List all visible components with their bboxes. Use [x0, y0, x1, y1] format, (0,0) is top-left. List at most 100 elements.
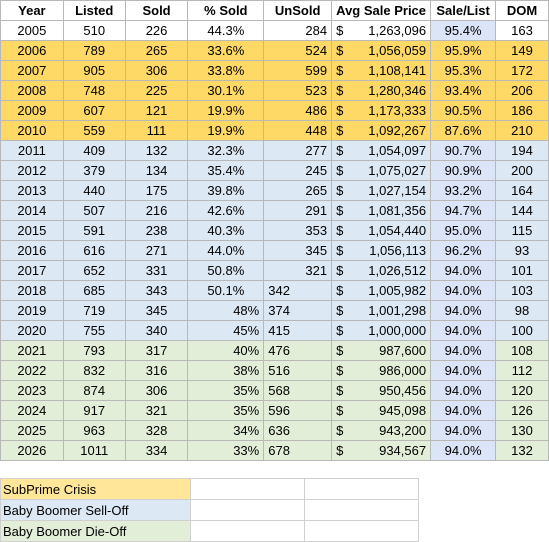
cell-dom[interactable]: 130 [495, 420, 549, 441]
cell-listed[interactable]: 685 [62, 280, 126, 301]
empty-cell[interactable] [190, 520, 305, 542]
header-year[interactable]: Year [0, 0, 64, 21]
cell-year[interactable]: 2015 [0, 220, 64, 241]
cell-dom[interactable]: 120 [495, 380, 549, 401]
cell-year[interactable]: 2005 [0, 20, 64, 41]
cell-year[interactable]: 2011 [0, 140, 64, 161]
cell-year[interactable]: 2012 [0, 160, 64, 181]
legend-label[interactable]: Baby Boomer Sell-Off [0, 499, 191, 521]
empty-cell[interactable] [304, 478, 419, 500]
cell-sold[interactable]: 132 [124, 140, 189, 161]
cell-pct-sold[interactable]: 33.6% [187, 40, 265, 61]
cell-sale-list[interactable]: 94.0% [430, 260, 497, 281]
cell-pct-sold[interactable]: 45% [187, 320, 265, 341]
cell-dom[interactable]: 200 [495, 160, 549, 181]
cell-unsold[interactable]: 265 [263, 180, 333, 201]
cell-avg-sale-price[interactable]: $945,098 [331, 400, 432, 421]
cell-year[interactable]: 2017 [0, 260, 64, 281]
header-pct-sold[interactable]: % Sold [187, 0, 265, 21]
cell-unsold[interactable]: 476 [263, 340, 333, 361]
cell-listed[interactable]: 789 [62, 40, 126, 61]
legend-label[interactable]: Baby Boomer Die-Off [0, 520, 191, 542]
cell-pct-sold[interactable]: 42.6% [187, 200, 265, 221]
cell-sale-list[interactable]: 93.4% [430, 80, 497, 101]
cell-unsold[interactable]: 353 [263, 220, 333, 241]
cell-year[interactable]: 2008 [0, 80, 64, 101]
cell-dom[interactable]: 108 [495, 340, 549, 361]
cell-dom[interactable]: 100 [495, 320, 549, 341]
cell-sale-list[interactable]: 90.7% [430, 140, 497, 161]
header-listed[interactable]: Listed [62, 0, 126, 21]
cell-sold[interactable]: 317 [124, 340, 189, 361]
cell-sold[interactable]: 121 [124, 100, 189, 121]
cell-unsold[interactable]: 415 [263, 320, 333, 341]
cell-avg-sale-price[interactable]: $1,001,298 [331, 300, 432, 321]
cell-year[interactable]: 2026 [0, 440, 64, 461]
cell-dom[interactable]: 163 [495, 20, 549, 41]
cell-year[interactable]: 2009 [0, 100, 64, 121]
cell-unsold[interactable]: 374 [263, 300, 333, 321]
cell-sale-list[interactable]: 94.0% [430, 340, 497, 361]
cell-year[interactable]: 2024 [0, 400, 64, 421]
cell-unsold[interactable]: 245 [263, 160, 333, 181]
cell-sale-list[interactable]: 96.2% [430, 240, 497, 261]
cell-listed[interactable]: 379 [62, 160, 126, 181]
cell-unsold[interactable]: 291 [263, 200, 333, 221]
cell-sale-list[interactable]: 94.0% [430, 280, 497, 301]
cell-sold[interactable]: 175 [124, 180, 189, 201]
cell-year[interactable]: 2007 [0, 60, 64, 81]
legend-label[interactable]: SubPrime Crisis [0, 478, 191, 500]
cell-unsold[interactable]: 678 [263, 440, 333, 461]
cell-sale-list[interactable]: 94.0% [430, 400, 497, 421]
cell-dom[interactable]: 172 [495, 60, 549, 81]
cell-sale-list[interactable]: 93.2% [430, 180, 497, 201]
cell-pct-sold[interactable]: 30.1% [187, 80, 265, 101]
cell-unsold[interactable]: 277 [263, 140, 333, 161]
cell-unsold[interactable]: 524 [263, 40, 333, 61]
cell-avg-sale-price[interactable]: $1,026,512 [331, 260, 432, 281]
cell-pct-sold[interactable]: 32.3% [187, 140, 265, 161]
cell-sold[interactable]: 265 [124, 40, 189, 61]
cell-pct-sold[interactable]: 50.8% [187, 260, 265, 281]
cell-year[interactable]: 2006 [0, 40, 64, 61]
empty-cell[interactable] [304, 520, 419, 542]
cell-listed[interactable]: 832 [62, 360, 126, 381]
cell-sold[interactable]: 321 [124, 400, 189, 421]
cell-avg-sale-price[interactable]: $950,456 [331, 380, 432, 401]
cell-sold[interactable]: 306 [124, 380, 189, 401]
cell-unsold[interactable]: 599 [263, 60, 333, 81]
cell-unsold[interactable]: 448 [263, 120, 333, 141]
cell-sale-list[interactable]: 95.3% [430, 60, 497, 81]
cell-listed[interactable]: 719 [62, 300, 126, 321]
cell-listed[interactable]: 917 [62, 400, 126, 421]
cell-dom[interactable]: 115 [495, 220, 549, 241]
cell-dom[interactable]: 103 [495, 280, 549, 301]
cell-sale-list[interactable]: 94.0% [430, 360, 497, 381]
cell-listed[interactable]: 963 [62, 420, 126, 441]
cell-listed[interactable]: 874 [62, 380, 126, 401]
cell-listed[interactable]: 510 [62, 20, 126, 41]
cell-sold[interactable]: 238 [124, 220, 189, 241]
cell-listed[interactable]: 559 [62, 120, 126, 141]
cell-avg-sale-price[interactable]: $943,200 [331, 420, 432, 441]
cell-year[interactable]: 2014 [0, 200, 64, 221]
header-sold[interactable]: Sold [124, 0, 189, 21]
cell-dom[interactable]: 132 [495, 440, 549, 461]
cell-dom[interactable]: 101 [495, 260, 549, 281]
cell-sale-list[interactable]: 94.0% [430, 320, 497, 341]
cell-listed[interactable]: 755 [62, 320, 126, 341]
header-dom[interactable]: DOM [495, 0, 549, 21]
cell-pct-sold[interactable]: 44.0% [187, 240, 265, 261]
cell-dom[interactable]: 206 [495, 80, 549, 101]
cell-unsold[interactable]: 523 [263, 80, 333, 101]
cell-sold[interactable]: 343 [124, 280, 189, 301]
cell-pct-sold[interactable]: 34% [187, 420, 265, 441]
cell-year[interactable]: 2018 [0, 280, 64, 301]
cell-avg-sale-price[interactable]: $1,173,333 [331, 100, 432, 121]
cell-dom[interactable]: 112 [495, 360, 549, 381]
cell-sale-list[interactable]: 90.5% [430, 100, 497, 121]
cell-pct-sold[interactable]: 19.9% [187, 120, 265, 141]
cell-unsold[interactable]: 516 [263, 360, 333, 381]
cell-pct-sold[interactable]: 48% [187, 300, 265, 321]
header-avg-sale-price[interactable]: Avg Sale Price [331, 0, 432, 21]
